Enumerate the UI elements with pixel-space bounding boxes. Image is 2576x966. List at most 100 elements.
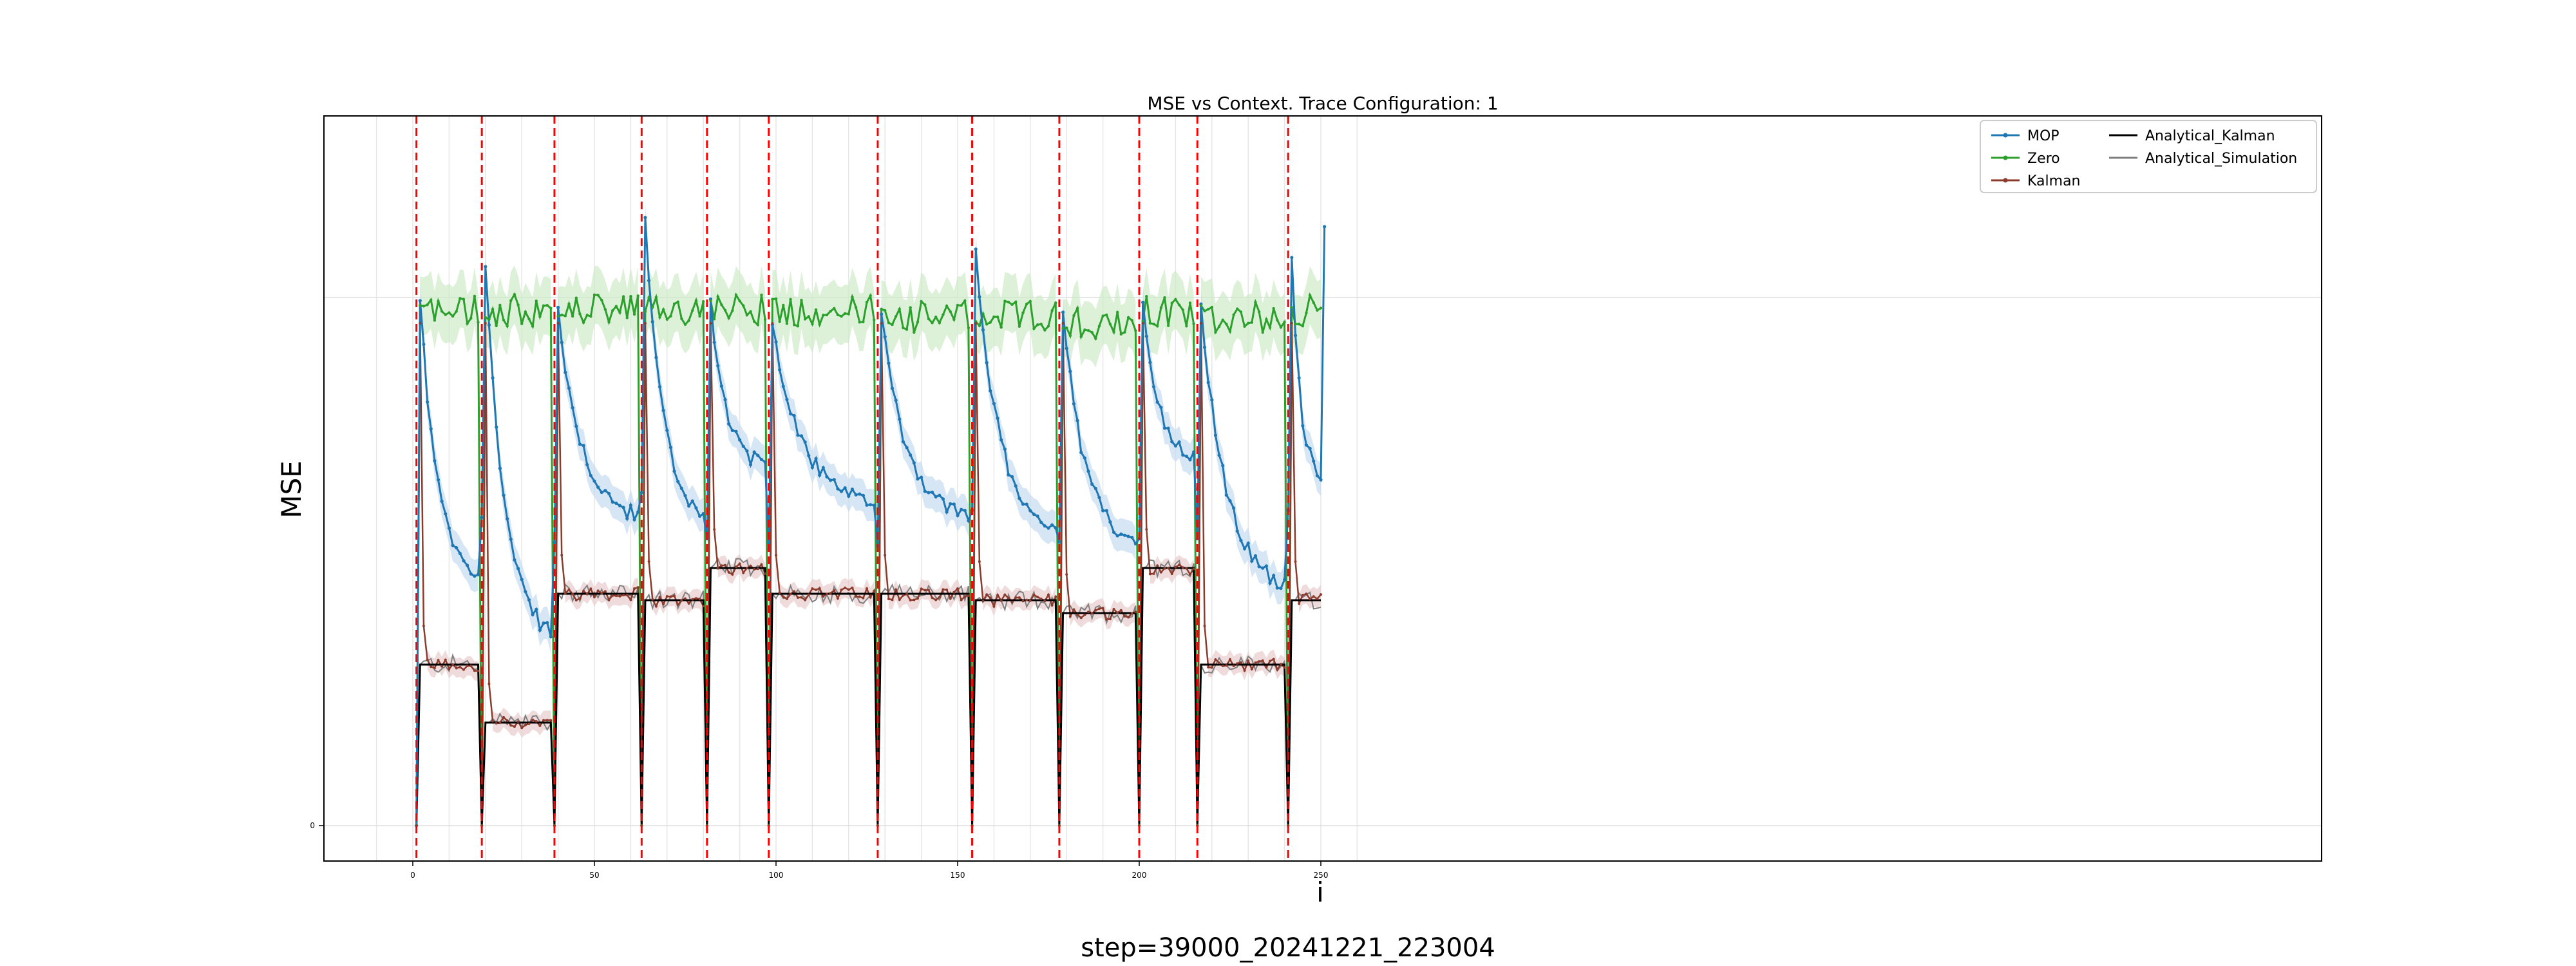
kalman-point	[451, 663, 455, 666]
zero-point	[1181, 308, 1184, 312]
kalman-point	[916, 597, 919, 600]
zero-point	[978, 324, 981, 327]
zero-point	[916, 320, 920, 324]
kalman-point	[811, 587, 814, 591]
zero-point	[734, 293, 738, 297]
mop-point	[1075, 419, 1079, 422]
kalman-point	[1239, 661, 1242, 664]
zero-point	[596, 294, 600, 297]
mop-point	[484, 265, 488, 269]
mop-point	[858, 492, 862, 496]
mop-point	[661, 408, 665, 413]
zero-point	[1112, 330, 1115, 334]
zero-point	[444, 313, 447, 316]
zero-point	[738, 299, 741, 303]
zero-point	[1156, 325, 1159, 328]
mop-point	[1130, 535, 1134, 540]
kalman-point	[1163, 567, 1166, 570]
zero-point	[614, 305, 618, 308]
zero-point	[661, 308, 665, 311]
mop-point	[1141, 300, 1145, 305]
zero-point	[437, 299, 440, 303]
boundary-lines	[415, 116, 1289, 861]
mop-point	[487, 323, 491, 327]
kalman-point	[1305, 592, 1308, 596]
zero-point	[1159, 306, 1163, 310]
kalman-point	[1130, 612, 1133, 615]
kalman-point	[992, 605, 996, 608]
kalman-point	[1050, 603, 1054, 607]
zero-point	[618, 311, 621, 314]
y-tick-label: 0	[310, 821, 315, 830]
zero-point	[589, 315, 592, 318]
mop-point	[589, 473, 592, 478]
mop-point	[1275, 586, 1279, 590]
zero-point	[419, 304, 422, 307]
zero-point	[502, 318, 506, 322]
mop-point	[567, 386, 571, 390]
zero-point	[1214, 330, 1217, 334]
kalman-point	[459, 665, 462, 668]
kalman-point	[942, 588, 945, 591]
zero-point	[1261, 330, 1264, 334]
mop-point	[1032, 512, 1036, 516]
zero-point	[473, 294, 477, 298]
kalman-point	[869, 596, 872, 599]
kalman-point	[1290, 322, 1293, 325]
zero-point	[538, 315, 542, 318]
mop-point	[821, 466, 825, 469]
zero-point	[1094, 337, 1097, 340]
kalman-point	[1010, 600, 1014, 603]
mop-point	[1228, 499, 1232, 503]
kalman-point	[680, 599, 683, 602]
kalman-point	[527, 722, 531, 725]
kalman-point	[989, 596, 992, 600]
mop-point	[1112, 530, 1116, 535]
zero-point	[694, 299, 698, 302]
kalman-point	[1298, 602, 1301, 605]
kalman-point	[545, 719, 549, 722]
kalman-point	[844, 586, 847, 589]
mop-point	[799, 434, 804, 438]
mop-point	[1268, 581, 1272, 585]
kalman-point	[419, 322, 422, 325]
zero-point	[1050, 309, 1054, 312]
mop-point	[1162, 426, 1167, 430]
kalman-point	[1174, 565, 1177, 569]
zero-point	[702, 300, 705, 303]
mop-point	[923, 489, 927, 493]
series-line-analytical-simulation	[415, 557, 1321, 826]
mop-point	[1239, 538, 1243, 542]
mop-point	[814, 457, 818, 460]
zero-point	[818, 323, 821, 327]
mop-point	[480, 515, 484, 520]
mop-point	[934, 495, 938, 499]
kalman-point	[909, 598, 912, 601]
mop-point	[1083, 456, 1086, 460]
kalman-point	[593, 596, 596, 599]
zero-point	[545, 304, 549, 307]
mop-point	[433, 459, 437, 462]
zero-point	[712, 317, 716, 321]
mop-point	[611, 500, 614, 504]
kalman-point	[742, 571, 745, 574]
legend-label: Analytical_Simulation	[2145, 151, 2297, 167]
kalman-point	[862, 596, 865, 600]
zero-point	[585, 314, 589, 317]
x-tick-label: 200	[1132, 871, 1147, 880]
kalman-point	[633, 587, 636, 591]
mop-point	[1224, 493, 1228, 497]
zero-point	[698, 314, 701, 318]
kalman-point	[491, 719, 495, 723]
kalman-point	[1192, 567, 1195, 571]
zero-point	[949, 310, 952, 313]
mop-point	[455, 545, 459, 550]
kalman-point	[578, 597, 582, 600]
zero-point	[1086, 328, 1090, 332]
mop-point	[1018, 497, 1021, 500]
zero-point	[691, 308, 694, 312]
zero-point	[1115, 310, 1119, 314]
legend-marker	[2003, 155, 2008, 160]
kalman-point	[1181, 566, 1184, 569]
mop-point	[1050, 523, 1054, 527]
